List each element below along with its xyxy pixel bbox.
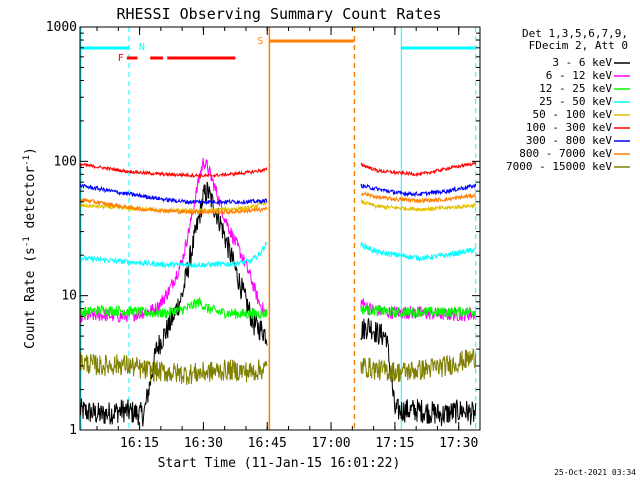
series-line xyxy=(360,191,477,204)
x-tick-label: 17:00 xyxy=(311,436,350,451)
legend-entry-label: 100 - 300 keV xyxy=(526,121,612,134)
series-line xyxy=(360,241,477,262)
series-line xyxy=(80,162,268,179)
legend-entry-label: 50 - 100 keV xyxy=(533,108,613,121)
chart-title: RHESSI Observing Summary Count Rates xyxy=(116,5,441,23)
x-tick-label: 16:30 xyxy=(184,436,223,451)
legend-entry-label: 3 - 6 keV xyxy=(552,56,612,69)
series-line xyxy=(360,198,477,213)
y-tick-label: 1000 xyxy=(46,20,77,35)
saa-label: S xyxy=(257,36,263,47)
flare-label: F xyxy=(118,53,124,64)
x-tick-label: 16:45 xyxy=(248,436,287,451)
x-tick-label: 17:15 xyxy=(375,436,414,451)
series-line xyxy=(80,241,268,270)
series-line xyxy=(80,157,268,324)
legend-entry-label: 12 - 25 keV xyxy=(539,82,612,95)
y-tick-label: 1 xyxy=(69,423,77,438)
night-label: N xyxy=(139,42,145,53)
plot-frame xyxy=(79,26,481,431)
y-axis-label: Count Rate (s-1 detector-1) xyxy=(22,147,38,349)
series-line xyxy=(80,297,268,320)
series-line xyxy=(80,181,268,427)
series-line xyxy=(360,160,477,178)
y-tick-label: 10 xyxy=(61,289,77,304)
series-line xyxy=(360,318,477,427)
legend-entry-label: 6 - 12 keV xyxy=(546,69,613,82)
legend: Det 1,3,5,6,7,9,FDecim 2, Att 0 3 - 6 keV… xyxy=(506,27,630,173)
series-line xyxy=(80,183,268,206)
series-group xyxy=(80,157,477,427)
footer-date: 25-Oct-2021 03:34 xyxy=(554,468,636,477)
series-line xyxy=(360,303,477,320)
series-line xyxy=(80,196,268,216)
legend-entry-label: 800 - 7000 keV xyxy=(519,147,612,160)
x-tick-label: 16:15 xyxy=(120,436,159,451)
y-tick-label: 100 xyxy=(54,154,77,169)
legend-entry-label: 300 - 800 keV xyxy=(526,134,612,147)
series-line xyxy=(80,352,268,385)
x-tick-label: 17:30 xyxy=(439,436,478,451)
legend-header-line: FDecim 2, Att 0 xyxy=(529,39,628,52)
legend-entry-label: 25 - 50 keV xyxy=(539,95,612,108)
legend-entry-label: 7000 - 15000 keV xyxy=(506,160,612,173)
series-line xyxy=(360,183,477,198)
series-line xyxy=(360,348,477,383)
x-axis-label: Start Time (11-Jan-15 16:01:22) xyxy=(158,456,401,471)
legend-header-line: Det 1,3,5,6,7,9, xyxy=(522,27,628,40)
